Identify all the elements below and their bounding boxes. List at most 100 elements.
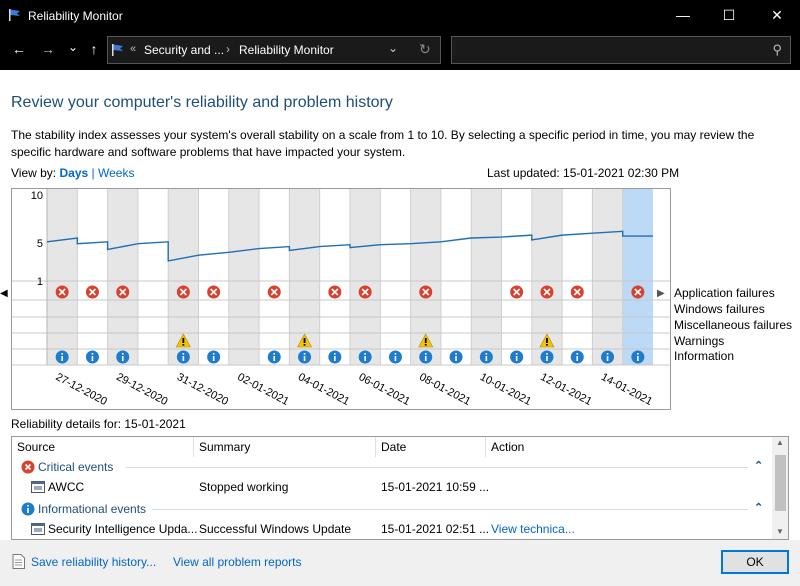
information-dot xyxy=(61,353,63,355)
search-input[interactable]: ⚲ xyxy=(451,36,791,64)
informational-events-header[interactable]: Informational events xyxy=(38,502,147,516)
information-mark xyxy=(546,356,548,361)
address-dropdown-icon[interactable]: ⌄ xyxy=(388,41,399,55)
warning-dot xyxy=(182,344,185,346)
day-column xyxy=(319,189,350,365)
information-dot xyxy=(576,353,579,355)
refresh-icon[interactable]: ↻ xyxy=(419,41,431,57)
ok-button[interactable]: OK xyxy=(721,550,789,574)
information-mark xyxy=(273,356,276,361)
day-column xyxy=(501,189,532,365)
application-icon xyxy=(31,523,45,535)
group-divider xyxy=(152,509,748,510)
maximize-button[interactable]: ☐ xyxy=(722,7,736,23)
x-tick-label: 31-12-2020 xyxy=(175,371,230,408)
information-dot xyxy=(424,353,427,355)
information-mark xyxy=(576,356,579,361)
information-mark xyxy=(364,356,366,361)
column-date[interactable]: Date xyxy=(376,437,486,457)
details-title: Reliability details for: 15-01-2021 xyxy=(11,417,186,431)
application-failure-mark xyxy=(210,288,218,296)
day-column xyxy=(592,189,623,365)
legend-misc-failures: Miscellaneous failures xyxy=(674,318,793,332)
warning-mark xyxy=(424,338,427,343)
information-dot xyxy=(606,353,609,355)
recent-locations-chevron-icon[interactable]: ⌄ xyxy=(67,40,79,54)
collapse-critical-icon[interactable]: ⌃ xyxy=(754,460,764,472)
x-tick-label: 27-12-2020 xyxy=(54,371,109,408)
information-dot xyxy=(273,353,276,355)
application-failure-mark xyxy=(513,288,521,296)
information-dot xyxy=(303,353,306,355)
view-days-link[interactable]: Days xyxy=(59,166,89,180)
day-column xyxy=(47,189,78,365)
row-date: 15-01-2021 10:59 ... xyxy=(381,480,490,494)
close-button[interactable]: ✕ xyxy=(771,7,783,23)
information-dot xyxy=(455,353,457,355)
day-column xyxy=(440,189,472,365)
view-by-label: View by: xyxy=(11,166,57,180)
day-column xyxy=(228,189,260,365)
column-source[interactable]: Source xyxy=(12,437,194,457)
day-column xyxy=(562,189,593,365)
legend-warnings: Warnings xyxy=(674,334,725,348)
scroll-down-icon[interactable]: ▼ xyxy=(776,527,784,536)
x-tick-label: 04-01-2021 xyxy=(296,371,351,408)
chart-scroll-right-icon[interactable]: ▶ xyxy=(657,288,665,299)
page-description: The stability index assesses your system… xyxy=(11,128,755,159)
application-failure-mark xyxy=(361,288,369,296)
view-all-reports-link[interactable]: View all problem reports xyxy=(173,555,302,569)
x-tick-label: 10-01-2021 xyxy=(478,371,533,408)
information-dot xyxy=(546,353,548,355)
information-mark xyxy=(424,356,427,361)
page-title: Review your computer's reliability and p… xyxy=(11,94,393,111)
information-mark xyxy=(485,356,488,361)
save-history-link[interactable]: Save reliability history... xyxy=(31,555,157,569)
view-weeks-link[interactable]: Weeks xyxy=(97,166,135,180)
information-dot xyxy=(394,353,397,355)
forward-arrow-icon[interactable]: → xyxy=(41,41,55,57)
view-technical-details-link[interactable]: View technica... xyxy=(491,522,575,536)
vertical-scrollbar[interactable]: ▲ ▼ xyxy=(772,437,788,539)
application-failure-mark xyxy=(58,288,66,296)
breadcrumb-security[interactable]: Security and ... xyxy=(144,43,225,57)
group-divider xyxy=(126,467,748,468)
information-mark xyxy=(515,356,518,361)
breadcrumb-reliability-monitor[interactable]: Reliability Monitor xyxy=(239,43,334,57)
stability-chart[interactable]: 10 5 1 27-12-2020 29-12-2020 31-12-2020 02-01-… xyxy=(11,188,671,410)
column-action[interactable]: Action xyxy=(491,440,525,454)
warning-dot xyxy=(424,344,427,346)
breadcrumb-chevron-icon[interactable]: › xyxy=(226,42,230,56)
breadcrumb-overflow-icon[interactable]: « xyxy=(130,43,137,55)
collapse-informational-icon[interactable]: ⌃ xyxy=(754,502,764,514)
warning-mark xyxy=(303,338,306,343)
application-failure-mark xyxy=(634,288,642,296)
x-tick-label: 06-01-2021 xyxy=(357,371,412,408)
up-arrow-icon[interactable]: ↑ xyxy=(90,41,98,57)
information-mark xyxy=(455,356,457,361)
information-mark xyxy=(91,356,94,361)
scroll-up-icon[interactable]: ▲ xyxy=(776,438,784,447)
critical-events-header[interactable]: Critical events xyxy=(38,460,114,474)
day-column xyxy=(259,189,290,365)
chart-scroll-left-icon[interactable]: ◀ xyxy=(0,288,8,299)
column-summary[interactable]: Summary xyxy=(194,437,376,457)
address-bar[interactable]: « Security and ... › Reliability Monitor… xyxy=(107,36,441,64)
critical-error-icon xyxy=(21,460,35,474)
scrollbar-thumb[interactable] xyxy=(775,455,786,511)
information-dot xyxy=(121,353,124,355)
legend-information: Information xyxy=(674,349,735,363)
minimize-button[interactable]: — xyxy=(676,7,690,23)
stability-index-line xyxy=(46,230,653,262)
day-column xyxy=(622,189,653,365)
main-content: Review your computer's reliability and p… xyxy=(0,70,800,540)
row-summary: Successful Windows Update xyxy=(199,522,352,536)
last-updated: Last updated: 15-01-2021 02:30 PM xyxy=(487,166,680,180)
information-dot xyxy=(364,353,366,355)
stability-chart-svg[interactable]: 10 5 1 27-12-2020 29-12-2020 31-12-2020 02-01-… xyxy=(12,189,671,410)
information-mark xyxy=(606,356,609,361)
x-tick-label: 12-01-2021 xyxy=(538,371,593,408)
day-column xyxy=(198,189,229,365)
back-arrow-icon[interactable]: ← xyxy=(12,41,26,57)
application-failure-mark xyxy=(543,288,551,296)
